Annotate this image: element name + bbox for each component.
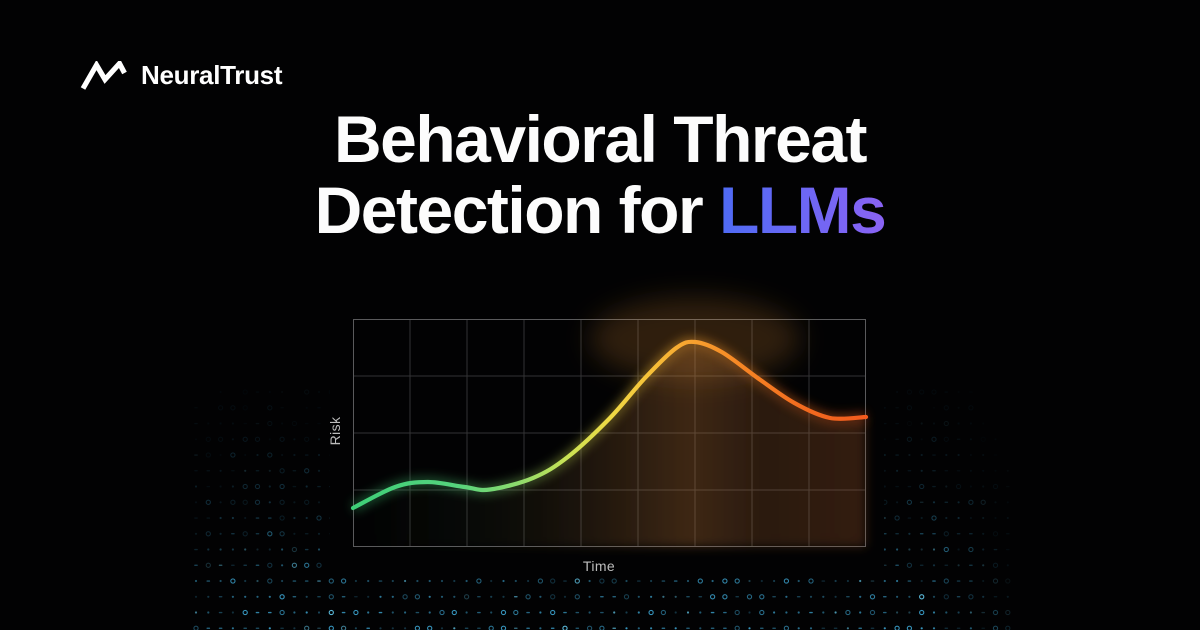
page-title: Behavioral Threat Detection for LLMs bbox=[0, 104, 1200, 246]
brand-logo: NeuralTrust bbox=[80, 60, 282, 91]
title-highlight-llms: LLMs bbox=[719, 173, 887, 247]
neuraltrust-zigzag-icon bbox=[80, 60, 128, 91]
title-line-1: Behavioral Threat bbox=[333, 102, 868, 176]
risk-chart-panel: Risk Time bbox=[327, 297, 884, 578]
x-axis-label: Time bbox=[582, 558, 616, 574]
title-line-2: Detection for LLMs bbox=[314, 173, 887, 247]
title-line-2-text: Detection for bbox=[314, 173, 704, 247]
risk-line-chart bbox=[350, 297, 869, 547]
y-axis-label: Risk bbox=[327, 416, 343, 446]
brand-name: NeuralTrust bbox=[141, 60, 283, 90]
